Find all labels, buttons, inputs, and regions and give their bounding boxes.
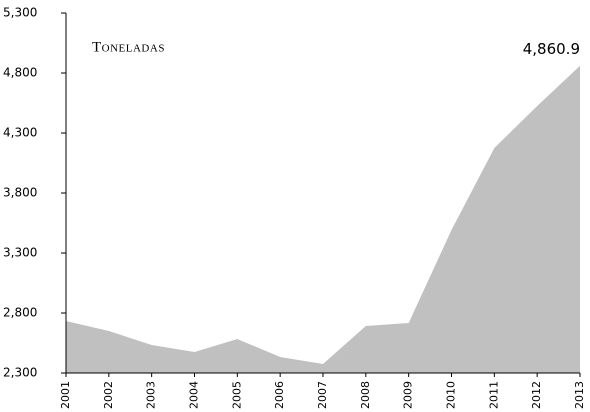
y-tick-label: 2,800 (3, 306, 37, 320)
y-tick-label: 5,300 (3, 6, 37, 20)
y-tick-label: 4,800 (3, 66, 37, 80)
x-tick-label: 2009 (402, 381, 415, 409)
x-tick-label: 2010 (445, 381, 458, 409)
x-tick-label: 2013 (573, 381, 586, 409)
y-tick-label: 4,300 (3, 126, 37, 140)
x-tick-label: 2005 (230, 381, 243, 409)
x-tick-label: 2001 (59, 381, 72, 409)
y-tick-label: 3,800 (3, 186, 37, 200)
x-tick-label: 2004 (188, 381, 201, 409)
area (66, 65, 580, 373)
x-tick-label: 2006 (273, 381, 286, 409)
x-tick-label: 2008 (359, 381, 372, 409)
value-label: 4,860.9 (523, 40, 580, 58)
x-tick-label: 2002 (102, 381, 115, 409)
x-tick-label: 2007 (316, 381, 329, 409)
y-tick-label: 3,300 (3, 246, 37, 260)
x-tick-label: 2012 (530, 381, 543, 409)
x-tick-label: 2011 (487, 381, 500, 409)
y-tick-label: 2,300 (3, 366, 37, 380)
y-axis-label: Toneladas (92, 39, 165, 55)
x-tick-label: 2003 (145, 381, 158, 409)
